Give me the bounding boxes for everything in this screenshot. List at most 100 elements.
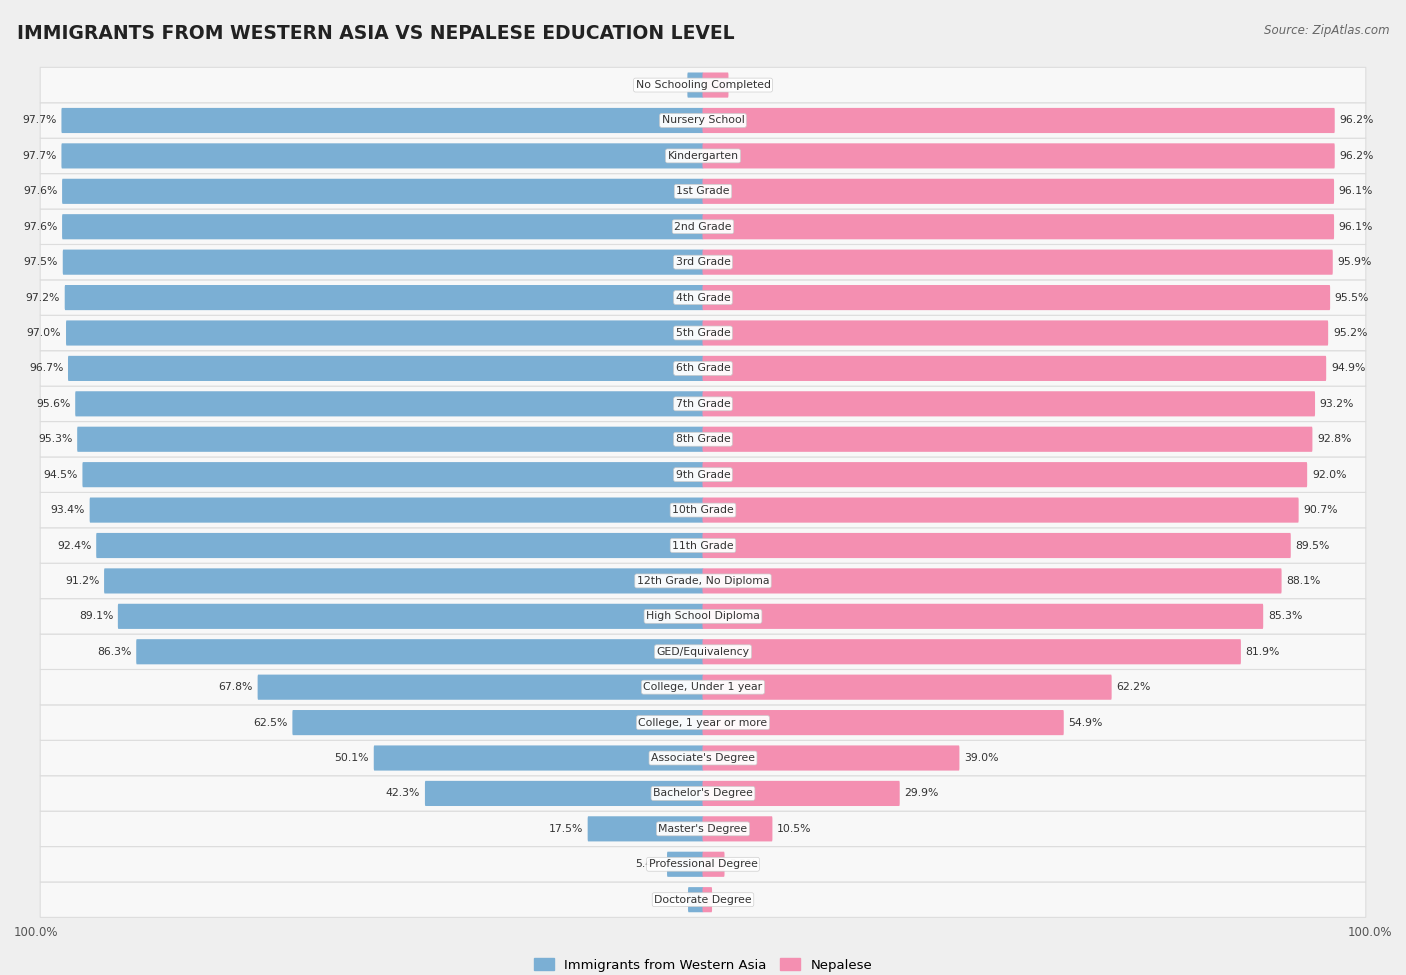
Text: Nursery School: Nursery School	[662, 115, 744, 126]
FancyBboxPatch shape	[374, 746, 703, 770]
FancyBboxPatch shape	[136, 640, 703, 664]
FancyBboxPatch shape	[41, 174, 1365, 209]
Text: 10th Grade: 10th Grade	[672, 505, 734, 515]
FancyBboxPatch shape	[41, 457, 1365, 492]
Text: Master's Degree: Master's Degree	[658, 824, 748, 834]
Text: 9th Grade: 9th Grade	[676, 470, 730, 480]
FancyBboxPatch shape	[703, 462, 1308, 488]
FancyBboxPatch shape	[703, 887, 711, 913]
FancyBboxPatch shape	[41, 67, 1365, 102]
FancyBboxPatch shape	[41, 492, 1365, 527]
Text: College, 1 year or more: College, 1 year or more	[638, 718, 768, 727]
FancyBboxPatch shape	[703, 604, 1263, 629]
Text: 92.4%: 92.4%	[58, 540, 91, 551]
FancyBboxPatch shape	[118, 604, 703, 629]
FancyBboxPatch shape	[41, 102, 1365, 138]
Text: 95.5%: 95.5%	[1334, 292, 1369, 302]
Text: 91.2%: 91.2%	[65, 576, 100, 586]
Text: 95.9%: 95.9%	[1337, 257, 1372, 267]
FancyBboxPatch shape	[703, 391, 1315, 416]
Text: 97.2%: 97.2%	[25, 292, 60, 302]
FancyBboxPatch shape	[703, 143, 1334, 169]
Text: 11th Grade: 11th Grade	[672, 540, 734, 551]
Text: 54.9%: 54.9%	[1069, 718, 1102, 727]
Text: 17.5%: 17.5%	[548, 824, 583, 834]
Text: 2.2%: 2.2%	[655, 895, 683, 905]
Text: No Schooling Completed: No Schooling Completed	[636, 80, 770, 90]
Text: 89.5%: 89.5%	[1295, 540, 1330, 551]
Text: 94.9%: 94.9%	[1331, 364, 1365, 373]
Text: 10.5%: 10.5%	[778, 824, 811, 834]
Text: 97.0%: 97.0%	[27, 328, 62, 338]
FancyBboxPatch shape	[65, 285, 703, 310]
Text: 100.0%: 100.0%	[1347, 926, 1392, 939]
FancyBboxPatch shape	[41, 670, 1365, 705]
Legend: Immigrants from Western Asia, Nepalese: Immigrants from Western Asia, Nepalese	[534, 958, 872, 972]
Text: GED/Equivalency: GED/Equivalency	[657, 646, 749, 657]
FancyBboxPatch shape	[41, 882, 1365, 917]
Text: 81.9%: 81.9%	[1246, 646, 1279, 657]
Text: 6th Grade: 6th Grade	[676, 364, 730, 373]
Text: 97.6%: 97.6%	[22, 221, 58, 232]
Text: 86.3%: 86.3%	[97, 646, 132, 657]
FancyBboxPatch shape	[62, 108, 703, 133]
Text: 3rd Grade: 3rd Grade	[675, 257, 731, 267]
FancyBboxPatch shape	[703, 746, 959, 770]
Text: 42.3%: 42.3%	[385, 789, 420, 799]
FancyBboxPatch shape	[41, 351, 1365, 386]
FancyBboxPatch shape	[41, 776, 1365, 811]
FancyBboxPatch shape	[90, 497, 703, 523]
Text: 1.3%: 1.3%	[717, 895, 744, 905]
Text: 85.3%: 85.3%	[1268, 611, 1302, 621]
FancyBboxPatch shape	[703, 675, 1112, 700]
Text: 67.8%: 67.8%	[218, 682, 253, 692]
Text: 12th Grade, No Diploma: 12th Grade, No Diploma	[637, 576, 769, 586]
Text: 97.6%: 97.6%	[22, 186, 58, 196]
Text: 92.0%: 92.0%	[1312, 470, 1347, 480]
Text: 3.8%: 3.8%	[733, 80, 761, 90]
Text: IMMIGRANTS FROM WESTERN ASIA VS NEPALESE EDUCATION LEVEL: IMMIGRANTS FROM WESTERN ASIA VS NEPALESE…	[17, 24, 734, 43]
FancyBboxPatch shape	[703, 852, 724, 877]
Text: 96.1%: 96.1%	[1339, 221, 1374, 232]
Text: 96.2%: 96.2%	[1340, 151, 1374, 161]
FancyBboxPatch shape	[41, 811, 1365, 846]
FancyBboxPatch shape	[703, 285, 1330, 310]
Text: 96.2%: 96.2%	[1340, 115, 1374, 126]
FancyBboxPatch shape	[41, 138, 1365, 174]
FancyBboxPatch shape	[63, 250, 703, 275]
FancyBboxPatch shape	[703, 108, 1334, 133]
Text: 89.1%: 89.1%	[79, 611, 112, 621]
FancyBboxPatch shape	[703, 321, 1329, 345]
Text: 1st Grade: 1st Grade	[676, 186, 730, 196]
FancyBboxPatch shape	[41, 527, 1365, 564]
FancyBboxPatch shape	[703, 250, 1333, 275]
Text: 2.3%: 2.3%	[655, 80, 683, 90]
Text: 29.9%: 29.9%	[904, 789, 939, 799]
FancyBboxPatch shape	[41, 421, 1365, 457]
Text: High School Diploma: High School Diploma	[647, 611, 759, 621]
FancyBboxPatch shape	[703, 356, 1326, 381]
FancyBboxPatch shape	[41, 740, 1365, 776]
Text: 92.8%: 92.8%	[1317, 434, 1351, 445]
Text: 94.5%: 94.5%	[44, 470, 77, 480]
FancyBboxPatch shape	[41, 846, 1365, 882]
Text: 100.0%: 100.0%	[14, 926, 59, 939]
FancyBboxPatch shape	[41, 634, 1365, 670]
Text: 95.6%: 95.6%	[37, 399, 70, 409]
FancyBboxPatch shape	[62, 143, 703, 169]
Text: Bachelor's Degree: Bachelor's Degree	[652, 789, 754, 799]
FancyBboxPatch shape	[703, 214, 1334, 239]
Text: College, Under 1 year: College, Under 1 year	[644, 682, 762, 692]
FancyBboxPatch shape	[66, 321, 703, 345]
FancyBboxPatch shape	[62, 214, 703, 239]
FancyBboxPatch shape	[703, 533, 1291, 558]
FancyBboxPatch shape	[41, 599, 1365, 634]
Text: 96.1%: 96.1%	[1339, 186, 1374, 196]
FancyBboxPatch shape	[688, 887, 703, 913]
FancyBboxPatch shape	[666, 852, 703, 877]
FancyBboxPatch shape	[588, 816, 703, 841]
Text: 95.3%: 95.3%	[38, 434, 73, 445]
Text: 8th Grade: 8th Grade	[676, 434, 730, 445]
FancyBboxPatch shape	[41, 315, 1365, 351]
FancyBboxPatch shape	[292, 710, 703, 735]
